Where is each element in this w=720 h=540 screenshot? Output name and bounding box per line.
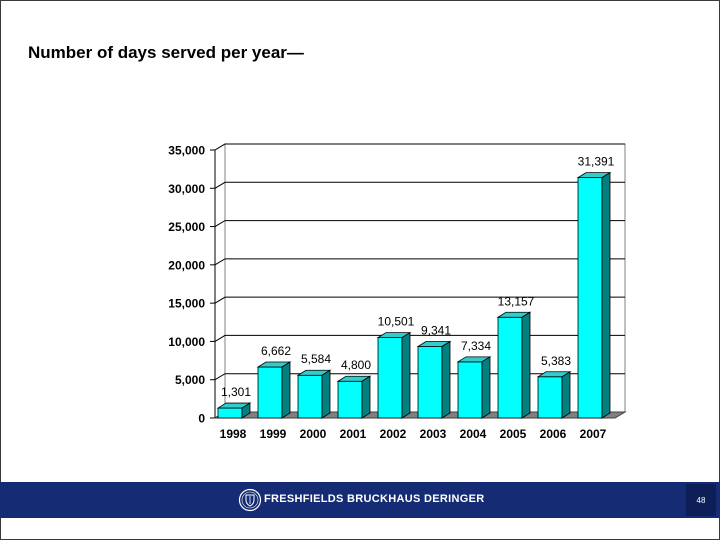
gridline: [214, 258, 625, 266]
bar: [417, 346, 443, 419]
bar: [537, 376, 563, 419]
bar: [297, 374, 323, 419]
x-tick-label: 2005: [500, 427, 527, 441]
bar-side: [561, 371, 571, 419]
data-label: 5,383: [541, 354, 571, 368]
bar-side: [481, 356, 491, 419]
bar-side: [361, 375, 371, 419]
x-tick-label: 2003: [420, 427, 447, 441]
gridline: [214, 296, 625, 304]
brand-name: FRESHFIELDS BRUCKHAUS DERINGER: [264, 493, 485, 505]
y-tick-label: 25,000: [168, 220, 205, 234]
data-label: 5,584: [301, 352, 331, 366]
gridline: [214, 181, 625, 189]
x-tick-label: 2004: [460, 427, 487, 441]
bar-side: [281, 361, 291, 419]
gridline: [214, 143, 625, 151]
x-tick-label: 2002: [380, 427, 407, 441]
x-tick-label: 2007: [580, 427, 607, 441]
bar-side: [521, 311, 531, 419]
data-label: 6,662: [261, 344, 291, 358]
bar: [377, 337, 403, 419]
y-tick-label: 20,000: [168, 258, 205, 272]
x-tick-label: 2000: [300, 427, 327, 441]
y-tick-label: 10,000: [168, 335, 205, 349]
gridline: [214, 220, 625, 228]
x-tick-label: 1998: [220, 427, 247, 441]
gridline: [214, 334, 625, 342]
y-tick-label: 35,000: [168, 144, 205, 158]
data-label: 31,391: [578, 155, 615, 169]
bar-side: [321, 369, 331, 419]
bar-side: [601, 171, 611, 419]
data-label: 4,800: [341, 358, 371, 372]
data-label: 10,501: [378, 315, 415, 329]
y-tick-label: 30,000: [168, 182, 205, 196]
x-tick-label: 2006: [540, 427, 567, 441]
gridline: [214, 373, 625, 381]
bar: [577, 177, 603, 419]
bar: [497, 316, 523, 419]
x-tick-label: 2001: [340, 427, 367, 441]
bar: [217, 407, 243, 419]
bar: [257, 366, 283, 419]
bar: [457, 361, 483, 419]
slide-title: Number of days served per year—: [28, 43, 304, 62]
crest-seal-icon: [238, 488, 262, 512]
bar-side: [241, 402, 251, 419]
bar-chart: 0 5,000 10,000 15,000 20,000 25,000 30,000 35,0…: [168, 143, 627, 441]
page-number-box: [686, 484, 716, 516]
y-tick-label: 5,000: [175, 373, 205, 387]
bar: [337, 380, 363, 419]
data-label: 13,157: [498, 294, 535, 308]
bar-side: [441, 340, 451, 419]
footer-bar: [0, 482, 720, 518]
data-label: 9,341: [421, 323, 451, 337]
bar-side: [401, 331, 411, 419]
data-label: 7,334: [461, 339, 491, 353]
x-tick-label: 1999: [260, 427, 287, 441]
y-tick-label: 0: [198, 412, 205, 426]
data-label: 1,301: [221, 385, 251, 399]
page-number: 48: [696, 496, 706, 505]
y-tick-label: 15,000: [168, 297, 205, 311]
